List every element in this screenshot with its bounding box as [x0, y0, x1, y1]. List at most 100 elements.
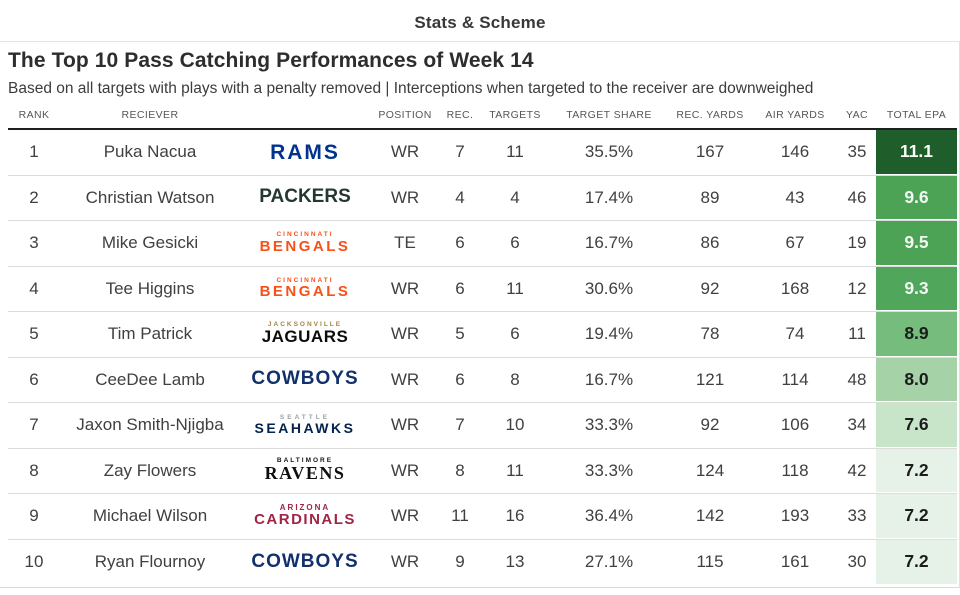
rec-yards-value: 92 [700, 278, 720, 298]
total-epa-value: 8.0 [876, 357, 957, 402]
receptions-value: 6 [455, 233, 465, 253]
team-logo: PACKERS [240, 186, 370, 208]
targets-value: 4 [510, 187, 520, 207]
rec-yards-value: 115 [696, 552, 724, 572]
team-name-wordmark: RAVENS [264, 463, 346, 484]
receptions-value: 11 [451, 506, 469, 526]
receiver-name: Tim Patrick [107, 324, 193, 344]
rec-yards-value: 121 [695, 369, 725, 389]
air-yards-value: 118 [781, 460, 809, 480]
rec-yards-value: 167 [695, 142, 725, 162]
position-value: WR [390, 552, 420, 572]
rank-value: 7 [29, 415, 39, 435]
receptions-value: 5 [455, 324, 465, 344]
total-epa-value: 7.6 [876, 403, 957, 448]
team-logo: JACKSONVILLE JAGUARS [240, 321, 370, 347]
team-city-wordmark: SEATTLE [279, 413, 331, 421]
yac-value: 12 [847, 278, 867, 298]
targets-value: 16 [505, 506, 525, 526]
team-name-wordmark: BENGALS [259, 237, 351, 255]
col-header-target-share: TARGET SHARE [566, 108, 652, 121]
team-name-wordmark: COWBOYS [251, 550, 359, 572]
targets-value: 6 [510, 233, 520, 253]
target-share-value: 33.3% [584, 415, 634, 435]
team-name-wordmark: CARDINALS [254, 511, 356, 529]
table-row: 9 Michael Wilson ARIZONA CARDINALS WR 11… [8, 494, 957, 540]
table-row: 7 Jaxon Smith-Njigba SEATTLE SEAHAWKS WR… [8, 403, 957, 449]
receptions-value: 7 [455, 142, 465, 162]
page-subtitle: Based on all targets with plays with a p… [8, 80, 814, 97]
table-row: 6 CeeDee Lamb COWBOYS WR 6 8 16.7% 121 1… [8, 357, 957, 403]
targets-value: 10 [505, 415, 525, 435]
receiver-name: Ryan Flournoy [94, 552, 206, 572]
receiver-name: Zay Flowers [103, 460, 197, 480]
air-yards-value: 74 [785, 324, 805, 344]
receptions-value: 6 [455, 369, 465, 389]
targets-value: 6 [510, 324, 520, 344]
yac-value: 35 [847, 142, 867, 162]
total-epa-value: 9.3 [876, 266, 957, 311]
air-yards-value: 114 [781, 369, 809, 389]
total-epa-value: 7.2 [876, 494, 957, 539]
table-header-row: RANK RECIEVER POSITION REC. TARGETS TARG… [8, 101, 957, 130]
position-value: TE [394, 233, 416, 253]
col-header-rec: REC. [446, 108, 474, 121]
receptions-value: 4 [455, 187, 465, 207]
total-epa-value: 7.2 [876, 448, 957, 493]
team-logo: COWBOYS [240, 550, 370, 573]
receptions-value: 8 [455, 460, 465, 480]
team-city-wordmark: ARIZONA [279, 502, 331, 512]
team-name-wordmark: PACKERS [259, 186, 351, 208]
rank-value: 9 [29, 506, 39, 526]
rec-yards-value: 92 [700, 415, 720, 435]
col-header-yac: YAC [845, 108, 868, 121]
receiver-name: CeeDee Lamb [95, 369, 205, 389]
air-yards-value: 168 [780, 278, 810, 298]
receiver-name: Mike Gesicki [101, 233, 199, 253]
col-header-receiver: RECIEVER [121, 108, 179, 121]
col-header-air-yards: AIR YARDS [765, 108, 825, 121]
total-epa-value: 7.2 [876, 539, 957, 585]
rank-value: 6 [29, 369, 39, 389]
receiver-name: Michael Wilson [92, 506, 208, 526]
position-value: WR [390, 460, 420, 480]
col-header-rank: RANK [18, 108, 50, 121]
col-header-position: POSITION [378, 108, 432, 121]
receptions-value: 9 [455, 552, 465, 572]
total-epa-value: 9.6 [876, 175, 957, 220]
table-row: 4 Tee Higgins CINCINNATI BENGALS WR 6 11… [8, 266, 957, 312]
air-yards-value: 43 [785, 187, 805, 207]
team-name-wordmark: JAGUARS [261, 327, 349, 347]
team-name-wordmark: RAMS [270, 140, 340, 164]
position-value: WR [390, 415, 420, 435]
rec-yards-value: 124 [695, 460, 725, 480]
position-value: WR [390, 369, 420, 389]
yac-value: 30 [847, 552, 867, 572]
site-header-title: Stats & Scheme [414, 13, 546, 32]
yac-value: 46 [847, 187, 867, 207]
team-logo: CINCINNATI BENGALS [240, 277, 370, 301]
total-epa-value: 9.5 [876, 221, 957, 266]
col-header-total-epa: TOTAL EPA [886, 108, 947, 121]
yac-value: 48 [847, 369, 867, 389]
team-city-wordmark: CINCINNATI [276, 276, 334, 284]
stats-table: RANK RECIEVER POSITION REC. TARGETS TARG… [8, 101, 957, 585]
team-city-wordmark: CINCINNATI [276, 231, 334, 239]
targets-value: 11 [506, 278, 524, 298]
team-city-wordmark: JACKSONVILLE [267, 321, 343, 329]
air-yards-value: 146 [780, 142, 810, 162]
table-row: 3 Mike Gesicki CINCINNATI BENGALS TE 6 6… [8, 221, 957, 267]
target-share-value: 33.3% [584, 460, 634, 480]
rec-yards-value: 78 [700, 324, 720, 344]
table-row: 5 Tim Patrick JACKSONVILLE JAGUARS WR 5 … [8, 312, 957, 358]
target-share-value: 16.7% [584, 369, 634, 389]
total-epa-value: 8.9 [876, 312, 957, 357]
rank-value: 4 [29, 278, 39, 298]
rec-yards-value: 86 [700, 233, 720, 253]
receiver-name: Tee Higgins [105, 278, 195, 298]
target-share-value: 35.5% [584, 142, 634, 162]
table-row: 1 Puka Nacua RAMS WR 7 11 35.5% 167 146 … [8, 130, 957, 176]
yac-value: 11 [848, 324, 866, 344]
targets-value: 13 [505, 552, 525, 572]
targets-value: 8 [510, 369, 520, 389]
